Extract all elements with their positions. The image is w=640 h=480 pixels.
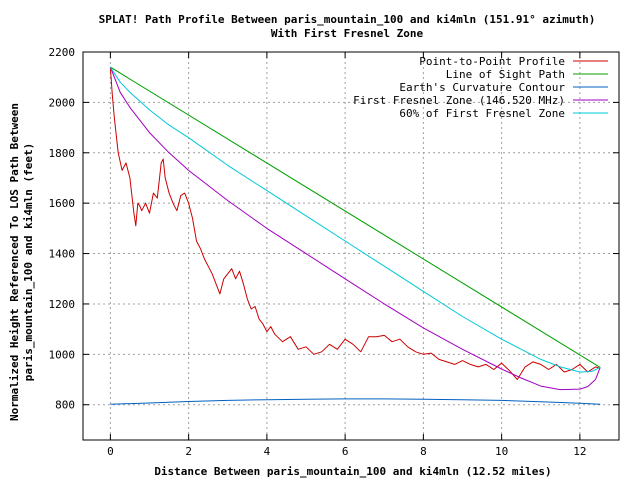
- legend-label: Earth's Curvature Contour: [399, 81, 565, 94]
- x-tick-label: 2: [185, 445, 192, 458]
- x-tick-label: 8: [420, 445, 427, 458]
- x-axis-label: Distance Between paris_mountain_100 and …: [154, 465, 551, 478]
- y-tick-label: 2200: [49, 46, 76, 59]
- series-line-line-of-sight-path: [110, 66, 601, 368]
- y-axis-label-line1: Normalized Height Referenced To LOS Path…: [8, 103, 21, 421]
- y-tick-label: 1600: [49, 197, 76, 210]
- y-tick-label: 2000: [49, 96, 76, 109]
- legend-label: Line of Sight Path: [446, 68, 565, 81]
- series-line-point-to-point-profile: [109, 67, 601, 380]
- legend-label: 60% of First Fresnel Zone: [399, 107, 565, 120]
- y-tick-label: 1400: [49, 248, 76, 261]
- series-lines: [109, 66, 601, 405]
- legend-label: Point-to-Point Profile: [419, 55, 565, 68]
- series-line-60-of-first-fresnel-zone: [109, 66, 601, 373]
- x-tick-label: 12: [573, 445, 586, 458]
- x-tick-label: 4: [264, 445, 271, 458]
- x-tick-label: 0: [107, 445, 114, 458]
- y-tick-label: 1200: [49, 298, 76, 311]
- series-line-earth-s-curvature-contour: [110, 398, 601, 405]
- y-axis-label-line2: paris_mountain_100 and ki4mln (feet): [22, 143, 35, 381]
- series-line-first-fresnel-zone-146-520-mhz: [109, 66, 601, 391]
- chart-title-line2: With First Fresnel Zone: [271, 27, 424, 40]
- chart-title-line1: SPLAT! Path Profile Between paris_mounta…: [99, 13, 596, 26]
- plot-frame: [82, 51, 620, 441]
- axis-ticks: 0 2 4 6 8 10 12 800 1000 1200 1400 1600 1800 2000 2200: [49, 46, 619, 458]
- x-tick-label: 6: [342, 445, 349, 458]
- x-tick-label: 10: [495, 445, 508, 458]
- legend-label: First Fresnel Zone (146.520 MHz): [353, 94, 565, 107]
- y-tick-label: 800: [55, 399, 75, 412]
- y-tick-label: 1000: [49, 348, 76, 361]
- y-tick-label: 1800: [49, 147, 76, 160]
